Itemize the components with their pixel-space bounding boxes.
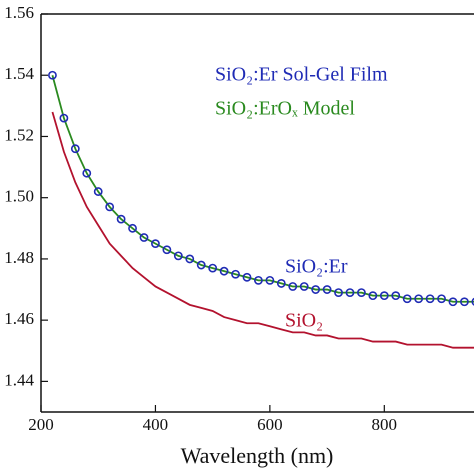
data-point (82, 168, 92, 178)
data-point (219, 266, 229, 276)
x-tick-label: 400 (143, 415, 169, 434)
legend-label: SiO₂:Er Sol-Gel Film (215, 64, 388, 86)
data-point (311, 285, 321, 294)
data-point (276, 279, 286, 288)
series-line (51, 111, 474, 349)
data-point (70, 144, 80, 154)
data-point (322, 285, 332, 294)
data-point (357, 288, 366, 297)
data-point (196, 260, 206, 270)
data-point (265, 275, 275, 285)
data-point (151, 239, 160, 249)
data-point (414, 294, 424, 304)
plot-area (48, 70, 474, 349)
x-tick-label: 200 (28, 415, 54, 434)
data-point (231, 269, 240, 279)
series-line (51, 74, 474, 303)
data-point (379, 291, 389, 301)
data-point (299, 282, 309, 291)
y-tick-label: 1.52 (4, 125, 34, 144)
y-tick-label: 1.50 (4, 187, 34, 206)
data-point (402, 294, 412, 304)
data-point (448, 297, 458, 307)
data-point (460, 297, 469, 307)
data-point (208, 263, 218, 273)
data-point (185, 254, 195, 264)
data-point (471, 297, 474, 306)
y-tick-label: 1.46 (4, 309, 34, 328)
x-tick-label: 800 (372, 415, 398, 434)
data-point (59, 113, 69, 123)
data-point (425, 294, 435, 304)
data-point (162, 245, 172, 255)
y-tick-label: 1.56 (4, 3, 34, 22)
data-point (93, 187, 103, 196)
x-tick-label: 600 (257, 415, 283, 434)
legend-label: SiO₂:ErOₓ Model (215, 98, 355, 120)
data-point (254, 275, 263, 285)
data-point (288, 282, 298, 291)
data-point (391, 291, 401, 301)
y-tick-label: 1.54 (4, 64, 34, 83)
data-point (48, 70, 57, 80)
data-point (173, 251, 183, 261)
data-point (139, 233, 149, 242)
data-point (116, 214, 126, 224)
data-point (437, 294, 446, 304)
annotation: SiO₂:Er (285, 256, 348, 278)
data-point (128, 223, 137, 233)
y-tick-label: 1.48 (4, 248, 34, 267)
y-tick-label: 1.44 (4, 370, 34, 389)
data-point (345, 288, 355, 297)
data-point (242, 272, 252, 282)
data-point (334, 288, 343, 297)
annotation: SiO₂ (285, 310, 323, 332)
x-axis-label: Wavelength (nm) (181, 443, 334, 468)
data-point (105, 202, 115, 212)
data-point (368, 291, 378, 301)
